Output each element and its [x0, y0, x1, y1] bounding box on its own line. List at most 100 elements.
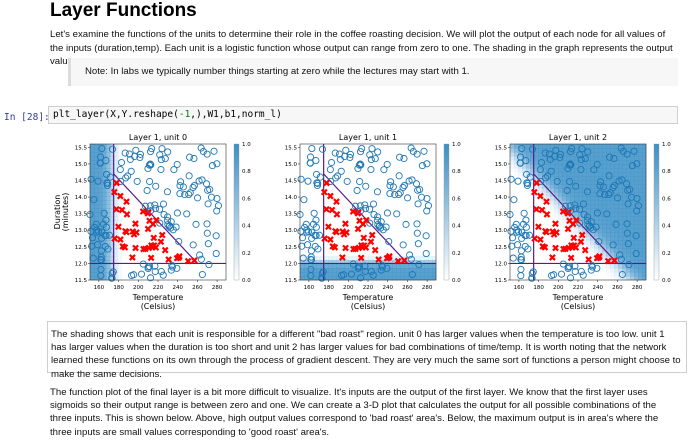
bad-roast-marker [357, 161, 365, 169]
shade-cell [304, 276, 309, 281]
shade-cell [348, 260, 353, 265]
shade-cell [420, 256, 425, 261]
shade-cell [622, 164, 627, 169]
shade-cell [106, 252, 111, 257]
good-roast-marker [585, 256, 593, 263]
shade-cell [542, 176, 547, 181]
shade-cell [428, 268, 433, 273]
shade-cell [300, 272, 305, 277]
shade-cell [380, 272, 385, 277]
shade-cell [432, 260, 437, 265]
shade-cell [574, 180, 579, 185]
shade-cell [594, 220, 599, 225]
shade-cell [602, 144, 607, 149]
shade-cell [626, 224, 631, 229]
shade-cell [554, 164, 559, 169]
shade-cell [102, 244, 107, 249]
shade-cell [626, 168, 631, 173]
shade-cell [514, 156, 519, 161]
shade-cell [340, 260, 345, 265]
shade-cell [514, 168, 519, 173]
shade-cell [514, 164, 519, 169]
colorbar-tick-label: 0.2 [242, 251, 251, 257]
bad-roast-marker [371, 155, 379, 163]
shade-cell [586, 164, 591, 169]
shade-cell [90, 184, 95, 189]
bad-roast-marker [568, 145, 576, 153]
bad-roast-marker [102, 170, 111, 178]
bad-roast-marker [297, 175, 305, 183]
shade-cell [110, 248, 115, 253]
shade-cell [114, 148, 119, 153]
bad-roast-marker [179, 183, 187, 191]
shade-cell [642, 164, 647, 169]
bad-roast-marker [146, 177, 154, 186]
shade-cell [638, 240, 643, 245]
bad-roast-marker [185, 172, 193, 180]
colorbar-tick-label: 0.8 [242, 169, 251, 175]
shade-cell [94, 180, 99, 185]
shade-cell [106, 192, 111, 197]
shade-cell [328, 256, 333, 261]
shade-cell [570, 172, 575, 177]
shade-cell [582, 192, 587, 197]
shade-cell [574, 196, 579, 201]
shade-cell [562, 176, 567, 181]
x-tick-label: 240 [382, 285, 393, 291]
bad-roast-marker [137, 270, 146, 278]
y-tick-label: 15.0 [75, 162, 88, 168]
bad-roast-marker [624, 240, 632, 248]
shade-cell [364, 256, 369, 261]
shade-cell [638, 192, 643, 197]
shade-cell [618, 264, 623, 269]
shade-cell [514, 152, 519, 157]
good-roast-marker [158, 231, 166, 239]
shade-cell [90, 268, 95, 273]
shade-cell [590, 168, 595, 173]
shade-cell [396, 264, 401, 269]
shade-cell [570, 184, 575, 189]
bad-roast-marker [566, 177, 574, 186]
shade-cell [114, 276, 119, 281]
shade-cell [586, 172, 591, 177]
shade-cell [574, 212, 579, 217]
bad-roast-marker [374, 148, 382, 156]
shade-cell [106, 160, 111, 165]
bad-roast-marker [367, 267, 375, 275]
bad-roast-marker [303, 228, 311, 236]
bad-roast-marker [580, 210, 588, 219]
shade-cell [570, 144, 575, 149]
good-roast-marker [147, 254, 155, 262]
shade-cell [634, 180, 639, 185]
y-tick-label: 14.5 [495, 178, 508, 184]
shade-cell [634, 268, 639, 273]
bad-roast-marker [318, 274, 326, 282]
shade-cell [574, 160, 579, 165]
bad-roast-marker [383, 209, 391, 217]
shade-cell [90, 272, 95, 277]
colorbar-tick-label: 0.4 [242, 224, 251, 230]
good-roast-marker [340, 230, 348, 238]
shade-cell [630, 200, 635, 205]
code-cell[interactable]: plt_layer(X,Y.reshape(-1,),W1,b1,norm_l) [48, 106, 678, 124]
shade-cell [530, 184, 535, 189]
shade-cell [622, 240, 627, 245]
shade-cell [638, 188, 643, 193]
bad-roast-marker [369, 271, 377, 279]
shade-cell [110, 224, 115, 229]
good-roast-marker [333, 228, 340, 236]
shade-cell [510, 144, 515, 149]
plot-title: Layer 1, unit 2 [549, 133, 607, 142]
bad-roast-marker [204, 200, 212, 208]
shade-cell [586, 240, 591, 245]
shade-cell [106, 144, 111, 149]
shade-cell [304, 272, 309, 277]
shade-cell [432, 264, 437, 269]
shade-cell [412, 260, 417, 265]
bad-roast-marker [144, 263, 152, 271]
shade-cell [518, 156, 523, 161]
shade-cell [618, 216, 623, 221]
shade-cell [594, 148, 599, 153]
bad-roast-marker [525, 231, 533, 239]
shade-cell [602, 244, 607, 249]
